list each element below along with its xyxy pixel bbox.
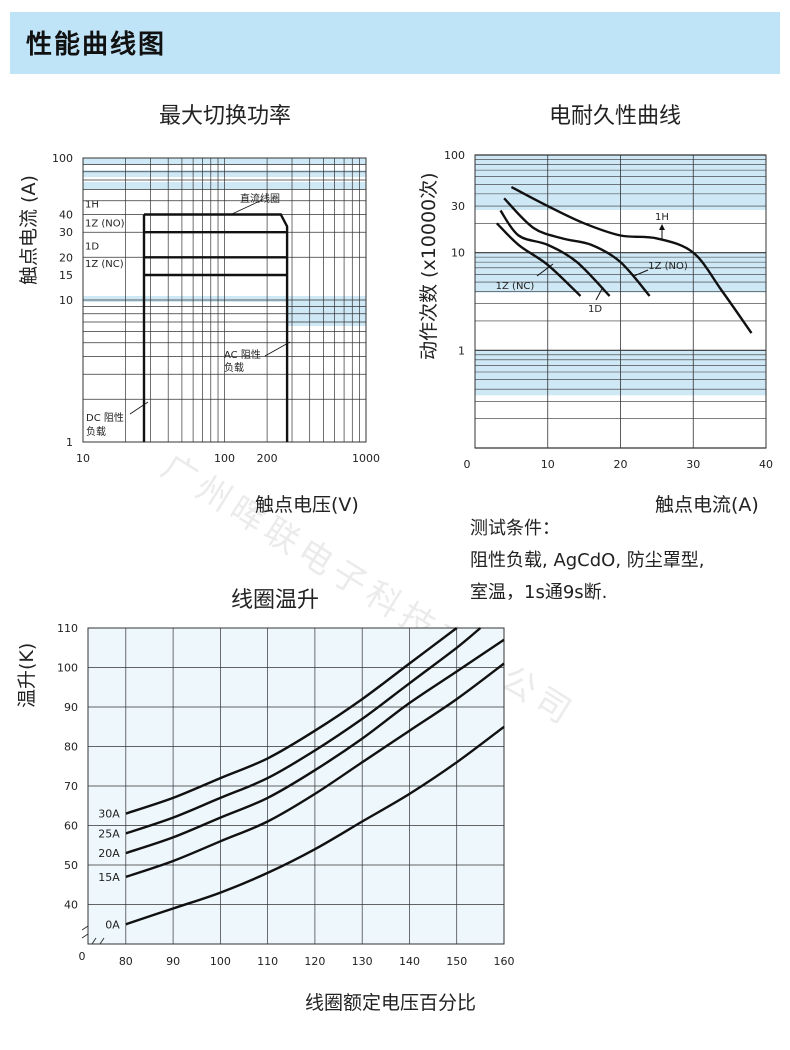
chart3-xlabel: 线圈额定电压百分比 xyxy=(305,992,477,1014)
series-line-3 xyxy=(495,222,582,297)
annotation-leader xyxy=(129,401,149,415)
y-tick-label: 30 xyxy=(451,200,465,213)
x-tick-label: 100 xyxy=(210,955,231,968)
axis-break xyxy=(91,937,105,945)
chart1-xlabel: 触点电压(V) xyxy=(255,494,359,516)
x-tick-label: 1000 xyxy=(352,452,380,465)
label-arrow xyxy=(536,263,554,277)
annotation-dc-load: DC 阻性 xyxy=(86,411,124,424)
y-tick-label: 100 xyxy=(444,149,465,162)
test-conditions-heading: 测试条件： xyxy=(470,518,560,539)
annotation-leader xyxy=(231,199,263,215)
y-tick-label: 15 xyxy=(59,269,73,282)
series-line-2 xyxy=(125,638,505,855)
annotation-ac-load: AC 阻性 xyxy=(224,348,261,361)
test-conditions-line2: 阻性负载, AgCdO, 防尘罩型, xyxy=(470,550,705,571)
y-tick-label: 100 xyxy=(52,152,73,165)
y-tick-label: 40 xyxy=(64,899,78,912)
x-tick-label: 40 xyxy=(759,458,773,471)
x-tick-label: 150 xyxy=(446,955,467,968)
x-tick-label: 10 xyxy=(541,458,555,471)
series-label-1d: 1D xyxy=(588,304,602,315)
x-tick-label: 0 xyxy=(464,458,471,471)
series-label: 1Z (NO) xyxy=(85,219,125,230)
annotation-ac-load: 负载 xyxy=(224,361,244,374)
series-label-1z-nc: 1Z (NC) xyxy=(496,281,535,292)
test-conditions-line3: 室温，1s通9s断. xyxy=(470,582,608,603)
series-label: 1H xyxy=(85,200,99,211)
chart2-xlabel: 触点电流(A) xyxy=(655,494,759,516)
series-label-1z-no: 1Z (NO) xyxy=(648,261,688,272)
x-tick-label: 80 xyxy=(119,955,133,968)
y-tick-label: 30 xyxy=(59,226,73,239)
series-line-1 xyxy=(125,662,505,879)
y-tick-label: 10 xyxy=(59,294,73,307)
series-label: 0A xyxy=(105,918,120,931)
y-tick-label: 60 xyxy=(64,820,78,833)
series-line-4 xyxy=(125,627,458,815)
series-line-1 xyxy=(503,197,651,297)
x-tick-label: 160 xyxy=(494,955,515,968)
y-tick-label: 10 xyxy=(451,247,465,260)
chart3-title: 线圈温升 xyxy=(230,588,319,613)
series-line-0 xyxy=(125,725,505,926)
x-tick-label: 130 xyxy=(352,955,373,968)
x-tick-label: 120 xyxy=(304,955,325,968)
x-tick-label: 100 xyxy=(214,452,235,465)
series-line-0 xyxy=(144,213,289,442)
plot-frame xyxy=(87,627,505,945)
series-label: 20A xyxy=(98,847,120,860)
annotation-dc-load: 负载 xyxy=(86,425,106,438)
label-arrow xyxy=(595,286,604,301)
label-arrow xyxy=(633,269,649,277)
origin-label: 0 xyxy=(79,950,86,963)
x-tick-label: 10 xyxy=(76,452,90,465)
annotation-dc-coil: 直流线圈 xyxy=(240,192,280,205)
series-label-1h: 1H xyxy=(655,212,669,223)
series-label: 25A xyxy=(98,827,120,840)
series-label: 1D xyxy=(85,241,99,252)
x-tick-label: 90 xyxy=(166,955,180,968)
y-tick-label: 20 xyxy=(59,251,73,264)
section-header: 性能曲线图 xyxy=(10,12,780,74)
series-label: 30A xyxy=(98,808,120,821)
x-tick-label: 200 xyxy=(257,452,278,465)
x-tick-label: 20 xyxy=(614,458,628,471)
series-line-2 xyxy=(499,209,611,297)
axis-break xyxy=(81,925,89,939)
series-label: 15A xyxy=(98,871,120,884)
x-tick-label: 110 xyxy=(257,955,278,968)
series-line-3 xyxy=(125,627,482,835)
y-tick-label: 1 xyxy=(458,344,465,357)
y-tick-label: 90 xyxy=(64,701,78,714)
series-line-0 xyxy=(510,185,753,334)
annotation-leader xyxy=(264,341,291,357)
x-tick-label: 140 xyxy=(399,955,420,968)
chart2-title: 电耐久性曲线 xyxy=(548,104,681,129)
y-tick-label: 80 xyxy=(64,741,78,754)
y-tick-label: 100 xyxy=(57,662,78,675)
plot-frame xyxy=(82,157,367,443)
y-tick-label: 110 xyxy=(57,622,78,635)
section-title: 性能曲线图 xyxy=(26,30,167,60)
y-tick-label: 50 xyxy=(64,859,78,872)
chart1-title: 最大切换功率 xyxy=(158,104,291,129)
y-tick-label: 70 xyxy=(64,780,78,793)
y-tick-label: 40 xyxy=(59,209,73,222)
plot-frame xyxy=(474,154,767,449)
x-tick-label: 30 xyxy=(686,458,700,471)
y-tick-label: 1 xyxy=(66,436,73,449)
series-label: 1Z (NC) xyxy=(85,259,124,270)
label-arrowhead xyxy=(659,224,665,230)
